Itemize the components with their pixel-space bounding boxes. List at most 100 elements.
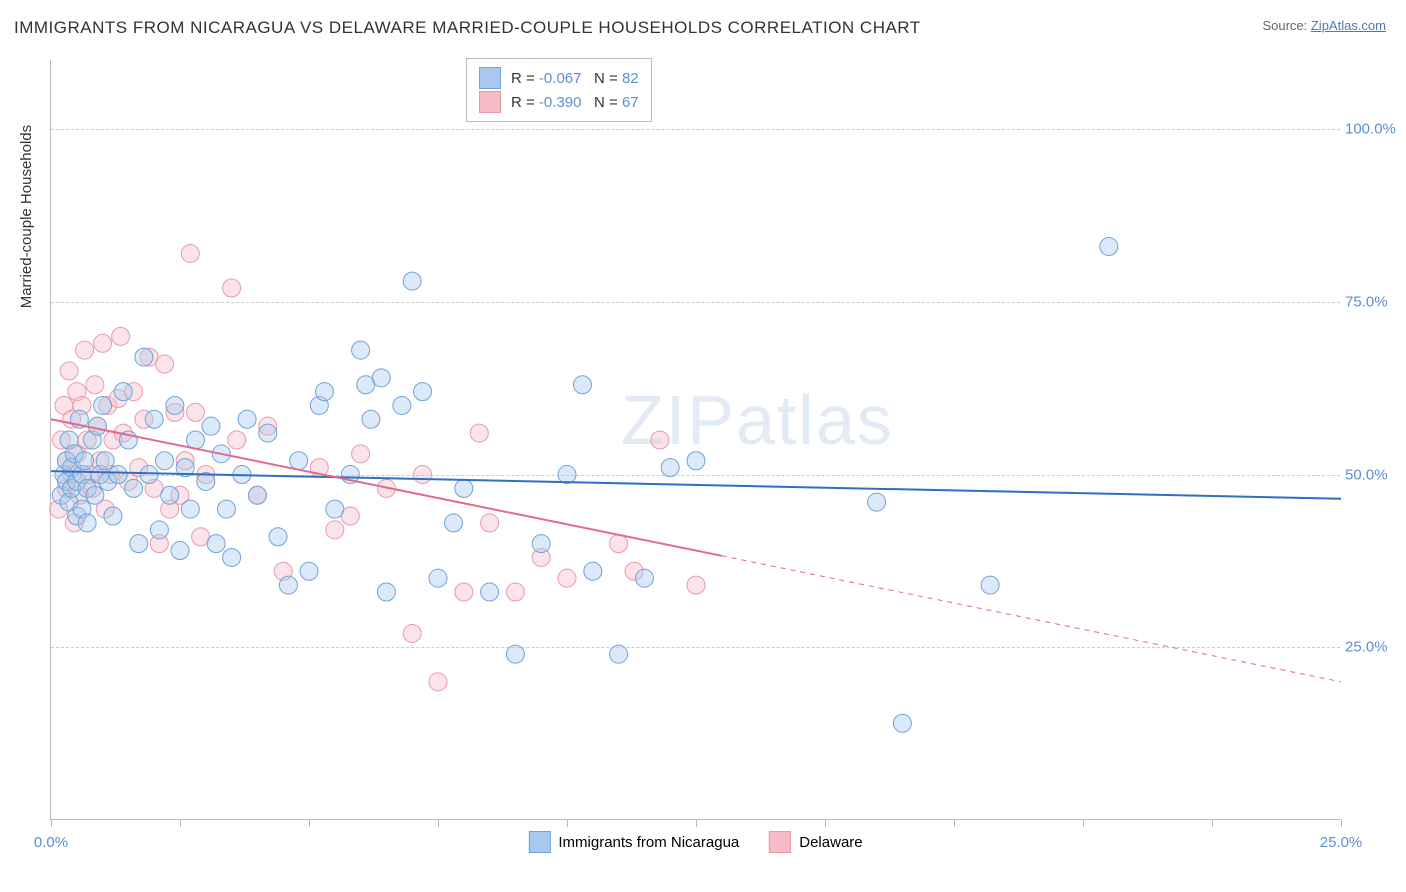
x-tick (567, 819, 568, 827)
scatter-point (186, 403, 204, 421)
scatter-point (429, 673, 447, 691)
y-axis-title: Married-couple Households (18, 125, 35, 308)
scatter-point (114, 383, 132, 401)
scatter-point (1100, 238, 1118, 256)
scatter-point (403, 624, 421, 642)
series-legend: Immigrants from Nicaragua Delaware (528, 831, 862, 853)
scatter-point (112, 327, 130, 345)
scatter-point (300, 562, 318, 580)
scatter-point (326, 500, 344, 518)
trendline (51, 471, 1341, 499)
scatter-point (687, 576, 705, 594)
legend-swatch (528, 831, 550, 853)
scatter-point (506, 583, 524, 601)
scatter-point (130, 535, 148, 553)
scatter-point (326, 521, 344, 539)
scatter-point (223, 548, 241, 566)
scatter-point (558, 569, 576, 587)
scatter-point (610, 535, 628, 553)
x-tick (1341, 819, 1342, 827)
scatter-point (893, 714, 911, 732)
scatter-point (125, 479, 143, 497)
scatter-point (86, 486, 104, 504)
scatter-point (76, 452, 94, 470)
scatter-point (651, 431, 669, 449)
source-label: Source: (1262, 18, 1310, 33)
scatter-point (248, 486, 266, 504)
scatter-point (393, 396, 411, 414)
scatter-point (238, 410, 256, 428)
scatter-point (166, 396, 184, 414)
x-tick (696, 819, 697, 827)
source-link[interactable]: ZipAtlas.com (1311, 18, 1386, 33)
scatter-point (86, 376, 104, 394)
x-tick (1083, 819, 1084, 827)
scatter-point (532, 535, 550, 553)
scatter-point (352, 445, 370, 463)
x-tick (1212, 819, 1213, 827)
x-tick (825, 819, 826, 827)
scatter-point (161, 486, 179, 504)
legend-item: Delaware (769, 831, 862, 853)
scatter-point (145, 410, 163, 428)
x-tick (180, 819, 181, 827)
scatter-point (661, 459, 679, 477)
scatter-point (135, 348, 153, 366)
legend-item: Immigrants from Nicaragua (528, 831, 739, 853)
scatter-point (372, 369, 390, 387)
scatter-point (481, 583, 499, 601)
x-tick (954, 819, 955, 827)
scatter-point (584, 562, 602, 580)
scatter-point (109, 466, 127, 484)
scatter-point (207, 535, 225, 553)
x-tick (51, 819, 52, 827)
scatter-point (868, 493, 886, 511)
scatter-point (60, 362, 78, 380)
scatter-point (140, 466, 158, 484)
x-tick-label: 0.0% (34, 834, 68, 851)
plot-area: ZIPatlas 25.0%50.0%75.0%100.0% 0.0%25.0%… (50, 60, 1340, 820)
scatter-point (687, 452, 705, 470)
scatter-point (414, 466, 432, 484)
scatter-point (94, 396, 112, 414)
scatter-point (171, 542, 189, 560)
scatter-point (156, 355, 174, 373)
y-tick-label: 25.0% (1345, 639, 1400, 656)
scatter-point (156, 452, 174, 470)
scatter-point (481, 514, 499, 532)
chart-title: IMMIGRANTS FROM NICARAGUA VS DELAWARE MA… (14, 18, 921, 38)
scatter-point (76, 341, 94, 359)
scatter-point (94, 334, 112, 352)
scatter-point (352, 341, 370, 359)
scatter-point (269, 528, 287, 546)
scatter-point (279, 576, 297, 594)
scatter-svg (51, 60, 1340, 819)
scatter-point (88, 417, 106, 435)
scatter-point (455, 479, 473, 497)
scatter-point (223, 279, 241, 297)
scatter-point (444, 514, 462, 532)
scatter-point (362, 410, 380, 428)
scatter-point (981, 576, 999, 594)
scatter-point (403, 272, 421, 290)
scatter-point (506, 645, 524, 663)
scatter-point (414, 383, 432, 401)
scatter-point (635, 569, 653, 587)
scatter-point (181, 500, 199, 518)
scatter-point (186, 431, 204, 449)
x-tick-label: 25.0% (1320, 834, 1363, 851)
scatter-point (290, 452, 308, 470)
scatter-point (573, 376, 591, 394)
scatter-point (150, 521, 168, 539)
source-attribution: Source: ZipAtlas.com (1262, 18, 1386, 33)
scatter-point (259, 424, 277, 442)
scatter-point (78, 514, 96, 532)
y-tick-label: 100.0% (1345, 121, 1400, 138)
scatter-point (377, 583, 395, 601)
scatter-point (315, 383, 333, 401)
scatter-point (429, 569, 447, 587)
legend-label: Immigrants from Nicaragua (558, 834, 739, 851)
scatter-point (228, 431, 246, 449)
trendline-extrapolated (722, 556, 1341, 682)
scatter-point (96, 452, 114, 470)
